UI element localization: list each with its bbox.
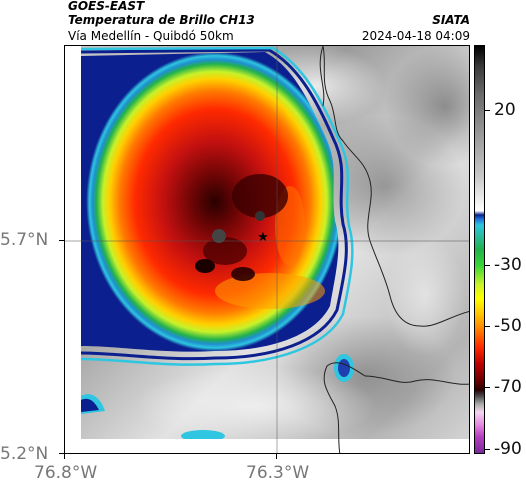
x-tick-mark-76.3 [276, 454, 277, 459]
colorbar-tick-label: -90 [494, 439, 522, 459]
x-tick-label: 76.8°W [34, 463, 98, 483]
product-title: Temperatura de Brillo CH13 [68, 13, 255, 27]
y-tick-mark-5.2 [59, 453, 64, 454]
colorbar-tick-mark [485, 265, 490, 266]
satellite-map[interactable]: ★ [64, 45, 470, 454]
colorbar-tick-label: -50 [494, 316, 522, 336]
brightness-temperature-raster [65, 46, 469, 453]
temperature-colorbar [474, 45, 485, 454]
colorbar-tick-label: -70 [494, 377, 522, 397]
colorbar-tick-mark [485, 387, 490, 388]
colorbar-tick-label: -30 [494, 255, 522, 275]
reference-star-marker[interactable]: ★ [257, 230, 269, 245]
x-tick-mark-76.8 [64, 454, 65, 459]
x-tick-label: 76.3°W [246, 463, 310, 483]
colorbar-tick-mark [485, 449, 490, 450]
agency-label: SIATA [432, 13, 470, 27]
colorbar-tick-mark [485, 110, 490, 111]
y-tick-label: 5.7°N [0, 230, 49, 250]
route-label: Vía Medellín - Quibdó 50km [68, 29, 234, 43]
colorbar-tick-label: 20 [494, 100, 516, 120]
y-tick-label: 5.2°N [0, 444, 49, 464]
satellite-title: GOES-EAST [68, 0, 145, 13]
datetime-label: 2024-04-18 04:09 [361, 29, 470, 43]
colorbar-tick-mark [485, 326, 490, 327]
y-tick-mark-5.7 [59, 240, 64, 241]
